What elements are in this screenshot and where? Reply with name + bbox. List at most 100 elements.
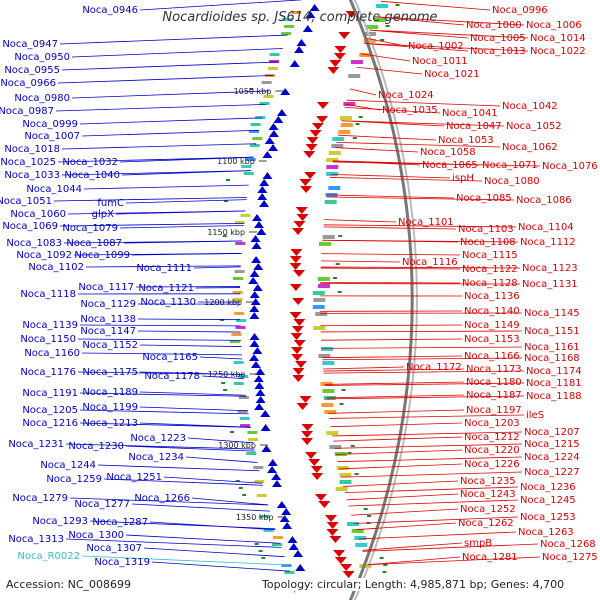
connector-left xyxy=(65,443,255,450)
right-gene-arrow xyxy=(311,123,324,130)
right-gene-arrow xyxy=(299,396,312,403)
left-gene-arrow xyxy=(296,39,307,46)
gene-label-left: Noca_1300 xyxy=(68,530,124,541)
cog-box xyxy=(326,165,339,169)
cog-box xyxy=(321,347,334,351)
cog-box xyxy=(321,403,334,407)
gene-label-right: Noca_1053 xyxy=(438,135,494,146)
connector-left xyxy=(61,143,257,150)
left-gene-arrow xyxy=(253,375,264,382)
gene-label-left: Noca_1189 xyxy=(82,387,138,398)
gene-label-left: Noca_1244 xyxy=(40,460,96,471)
cog-box xyxy=(259,515,270,518)
kbp-tick-label: 1200 kbp xyxy=(204,298,242,307)
connector-right xyxy=(381,0,491,11)
gene-label-left: Noca_1099 xyxy=(74,250,130,261)
left-gene-labels: Noca_0946 Noca_0947 Noca_0950 Noca_0955 Noca… xyxy=(0,5,200,568)
cog-box xyxy=(351,529,364,533)
cog-box xyxy=(315,312,328,316)
cog-box xyxy=(267,67,278,70)
gene-label-right: Noca_1080 xyxy=(484,176,540,187)
cog-box xyxy=(255,116,266,119)
cog-box xyxy=(313,326,326,330)
cog-box xyxy=(234,221,245,224)
left-gene-arrow xyxy=(250,235,261,242)
connector-left xyxy=(81,555,288,566)
backbone-line xyxy=(348,0,414,600)
connector-left xyxy=(139,0,302,11)
connector-right xyxy=(341,120,505,127)
gene-label-right: Noca_0996 xyxy=(492,5,548,16)
kbp-tick-label: 1100 kbp xyxy=(217,157,255,166)
small-feature xyxy=(341,389,346,391)
cog-box xyxy=(340,123,353,127)
genome-summary: Topology: circular; Length: 4,985,871 bp… xyxy=(262,578,565,591)
connector-left xyxy=(199,356,243,360)
gene-label-left: Noca_1025 xyxy=(0,157,56,168)
gene-label-left: Noca_1130 xyxy=(140,297,196,308)
gene-label-right: Noca_1226 xyxy=(464,459,520,470)
left-gene-arrow xyxy=(260,410,271,417)
left-gene-arrow xyxy=(249,340,260,347)
gene-label-right: Noca_1173 xyxy=(466,364,522,375)
gene-label-left: Noca_1307 xyxy=(86,543,142,554)
connector-right xyxy=(369,29,529,39)
gene-label-right: Noca_1076 xyxy=(542,161,598,172)
cog-box xyxy=(355,543,368,547)
connector-right xyxy=(344,106,441,114)
right-gene-arrow xyxy=(329,60,342,67)
cog-box xyxy=(240,214,251,217)
connector-right xyxy=(374,16,465,26)
gene-label-left: Noca_1092 xyxy=(16,250,72,261)
connector-right xyxy=(364,43,469,52)
gene-label-left: Noca_1118 xyxy=(20,289,76,300)
gene-label-right: Noca_1052 xyxy=(506,121,562,132)
gene-label-right: Noca_1180 xyxy=(466,377,522,388)
cog-box xyxy=(241,165,252,168)
gene-label-left: Noca_1223 xyxy=(130,433,186,444)
right-gene-arrow xyxy=(289,284,302,291)
gene-label-left: Noca_0946 xyxy=(82,5,138,16)
gene-label-right: Noca_1245 xyxy=(520,495,576,506)
right-gene-arrow xyxy=(300,186,313,193)
connector-left xyxy=(125,199,247,204)
cog-box xyxy=(281,564,292,567)
left-gene-arrow xyxy=(253,263,264,270)
connector-right xyxy=(334,443,523,449)
left-gene-arrow xyxy=(259,179,270,186)
connector-right xyxy=(340,471,523,478)
connector-left xyxy=(149,521,276,531)
left-gene-arrow xyxy=(268,123,279,130)
left-gene-arrow xyxy=(271,480,282,487)
left-gene-arrow xyxy=(250,298,261,305)
cog-box xyxy=(346,522,359,526)
cog-box xyxy=(350,60,363,64)
connector-right xyxy=(332,431,523,437)
gene-label-left: Noca_1079 xyxy=(62,223,118,234)
gene-label-left: Noca_0947 xyxy=(2,39,58,50)
connector-right xyxy=(323,366,405,370)
gene-label-right: Noca_1024 xyxy=(378,90,434,101)
gene-label-right: Noca_1262 xyxy=(458,518,514,529)
small-feature xyxy=(238,487,243,489)
cog-box xyxy=(364,32,377,36)
small-feature xyxy=(385,25,390,27)
small-feature xyxy=(339,403,344,405)
right-gene-arrow xyxy=(306,137,319,144)
gene-label-left: Noca_0955 xyxy=(4,65,60,76)
connector-left xyxy=(59,34,288,45)
right-gene-arrow xyxy=(309,130,322,137)
cog-box xyxy=(247,431,258,434)
right-gene-arrow xyxy=(334,46,347,53)
left-gene-arrow xyxy=(267,466,278,473)
connector-right xyxy=(338,134,437,141)
left-gene-arrow xyxy=(259,200,270,207)
connector-right xyxy=(349,88,377,96)
gene-label-left: Noca_1313 xyxy=(8,534,64,545)
small-feature xyxy=(363,508,368,510)
cog-box xyxy=(363,39,376,43)
connector-left xyxy=(81,352,242,356)
small-feature xyxy=(249,88,254,90)
left-gene-arrow xyxy=(260,424,271,431)
left-gene-arrow xyxy=(249,305,260,312)
